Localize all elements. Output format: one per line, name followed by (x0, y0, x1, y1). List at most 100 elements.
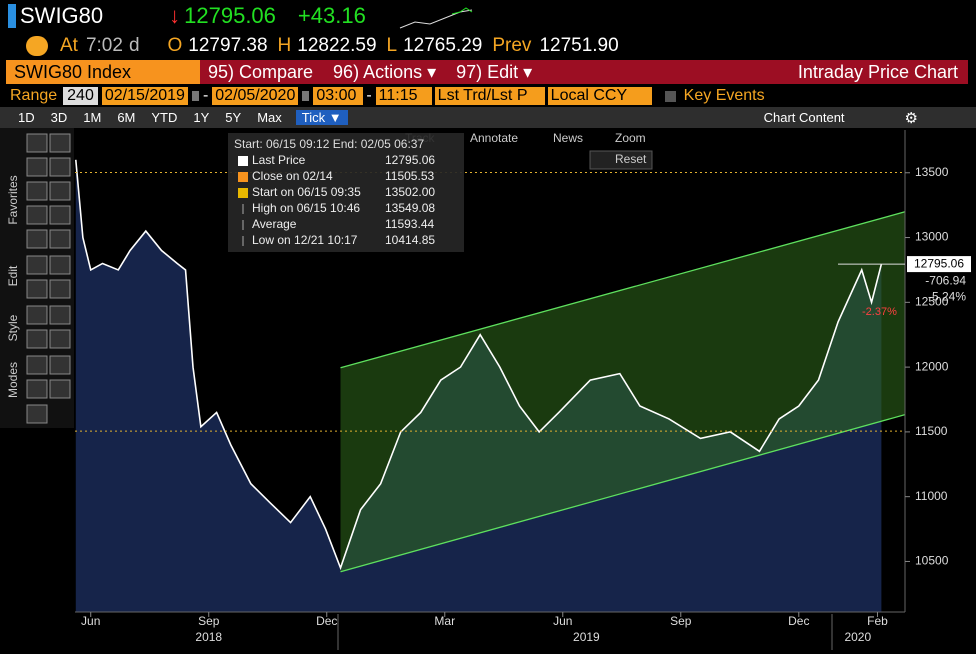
y-tick-label: 11000 (915, 489, 948, 503)
x-tick-label: Jun (553, 614, 572, 628)
y-tick-label: 13500 (915, 165, 949, 179)
period-button[interactable]: 1M (83, 110, 102, 125)
menu-item[interactable]: 97) Edit ▾ (456, 61, 533, 82)
menu-item[interactable]: 96) Actions ▾ (333, 61, 437, 82)
change-label: -5.24% (928, 289, 966, 303)
page-title: Intraday Price Chart (797, 61, 958, 82)
x-tick-label: Dec (788, 614, 809, 628)
range-label: Range (10, 87, 58, 104)
period-button[interactable]: 1D (18, 110, 35, 125)
time: 7:02 (85, 35, 123, 56)
key-events[interactable]: Key Events (683, 87, 765, 104)
x-tick-label: Mar (434, 614, 455, 628)
calendar-icon[interactable] (302, 91, 310, 101)
low-label: L (386, 35, 398, 56)
legend-label: Last Price (252, 153, 306, 167)
reset-button (589, 150, 653, 170)
legend-label: Close on 02/14 (252, 169, 333, 183)
direction: ↓ (169, 3, 181, 28)
prev: 12751.90 (539, 35, 619, 56)
checkbox[interactable] (664, 90, 676, 102)
change-label: -706.94 (925, 273, 966, 287)
menu-items: 95) Compare 96) Actions ▾ 97) Edit ▾ (200, 62, 544, 83)
x-tick-label: Dec (316, 614, 337, 628)
side-tab[interactable]: Favorites (6, 175, 20, 224)
dash: - (366, 87, 372, 104)
drawdown-annotation: -2.37% (862, 306, 897, 318)
legend-label: High on 06/15 10:46 (252, 201, 360, 215)
calendar-icon[interactable] (191, 91, 199, 101)
channel-line (340, 414, 906, 573)
x-tick-label: Feb (867, 614, 888, 628)
last-price-box (907, 256, 971, 273)
open: 12797.38 (188, 35, 268, 56)
legend-bg (228, 133, 464, 252)
legend-swatch (238, 172, 248, 182)
menu-bar: SWIG80 Index 95) Compare 96) Actions ▾ 97)… (0, 60, 976, 84)
ticker-marker (8, 4, 16, 28)
currency[interactable]: Local CCY (547, 87, 652, 105)
legend-label: Average (252, 217, 297, 231)
side-tab[interactable]: Style (6, 314, 20, 341)
chart-content[interactable]: Chart Content (763, 110, 845, 125)
legend-swatch (238, 188, 248, 198)
action-bar: 95) Compare 96) Actions ▾ 97) Edit ▾ Intra… (200, 60, 968, 84)
period-button[interactable]: YTD (151, 110, 178, 125)
channel-line (340, 211, 906, 369)
prev-label: Prev (492, 35, 532, 56)
ticker: SWIG80 (20, 3, 104, 28)
chart-tool[interactable]: Annotate (470, 131, 518, 145)
start-date[interactable]: 02/15/2019 (101, 87, 188, 105)
net-change: +43.16 (297, 3, 366, 28)
settings-gear[interactable]: ⚙ (904, 109, 918, 127)
x-tick-label: Jun (81, 614, 100, 628)
legend-label: Start on 06/15 09:35 (252, 185, 361, 199)
side-tab[interactable]: Edit (6, 265, 20, 286)
year-label: 2020 (844, 630, 871, 644)
end-time[interactable]: 11:15 (375, 87, 432, 105)
legend-value: 11593.44 (385, 217, 434, 231)
sparkline (399, 9, 473, 29)
ohlc-line: At 7:02 d O 12797.38 H 12822.59 L 12765.… (0, 33, 976, 59)
quote-line: SWIG80 ↓ 12795.06 +43.16 (0, 0, 976, 32)
price-field[interactable]: Lst Trd/Lst P (434, 87, 545, 105)
legend-value: 13502.00 (385, 185, 435, 199)
last-price-label: 12795.06 (914, 256, 964, 270)
chart-tool[interactable]: Zoom (615, 131, 646, 145)
year-label: 2018 (195, 630, 222, 644)
period-button[interactable]: Max (257, 110, 282, 125)
chart-tool[interactable]: Reset (615, 152, 647, 166)
period-button[interactable]: 5Y (225, 110, 242, 125)
legend-label: Low on 12/21 10:17 (252, 233, 358, 247)
tool-icons (26, 133, 71, 424)
low: 12765.29 (403, 35, 483, 56)
y-tick-label: 11500 (915, 424, 948, 438)
sparkline-today (451, 7, 473, 15)
bars-field[interactable]: 240 (63, 87, 98, 105)
x-tick-label: Sep (670, 614, 692, 628)
year-label: 2019 (573, 630, 600, 644)
legend-value: 13549.08 (385, 201, 435, 215)
end-date[interactable]: 02/05/2020 (212, 87, 299, 105)
x-tick-label: Sep (198, 614, 220, 628)
period-button[interactable]: 1Y (193, 110, 210, 125)
period-bar: 1D 3D 1M 6M YTD 1Y 5Y Max Tick ▼ Chart Content ⚙ (0, 107, 976, 128)
period-button[interactable]: Tick ▼ (295, 110, 348, 125)
period-button[interactable]: 3D (50, 110, 68, 125)
y-tick-label: 13000 (915, 230, 949, 244)
high: 12822.59 (297, 35, 377, 56)
legend-value: 10414.85 (385, 233, 435, 247)
periods: 1D 3D 1M 6M YTD 1Y 5Y Max Tick ▼ (10, 110, 348, 125)
price-line (74, 159, 883, 571)
side-tab[interactable]: Modes (6, 362, 20, 398)
left-toolbar (0, 128, 74, 428)
last-price: 12795.06 (184, 3, 276, 28)
legend-value: 11505.53 (385, 169, 434, 183)
menu-item[interactable]: 95) Compare (208, 61, 314, 82)
period-button[interactable]: 6M (117, 110, 136, 125)
chart-tool[interactable]: News (553, 131, 583, 145)
security[interactable]: SWIG80 Index (6, 60, 200, 84)
time-label: At (60, 35, 78, 56)
y-tick-label: 10500 (915, 554, 949, 568)
start-time[interactable]: 03:00 (313, 87, 364, 105)
